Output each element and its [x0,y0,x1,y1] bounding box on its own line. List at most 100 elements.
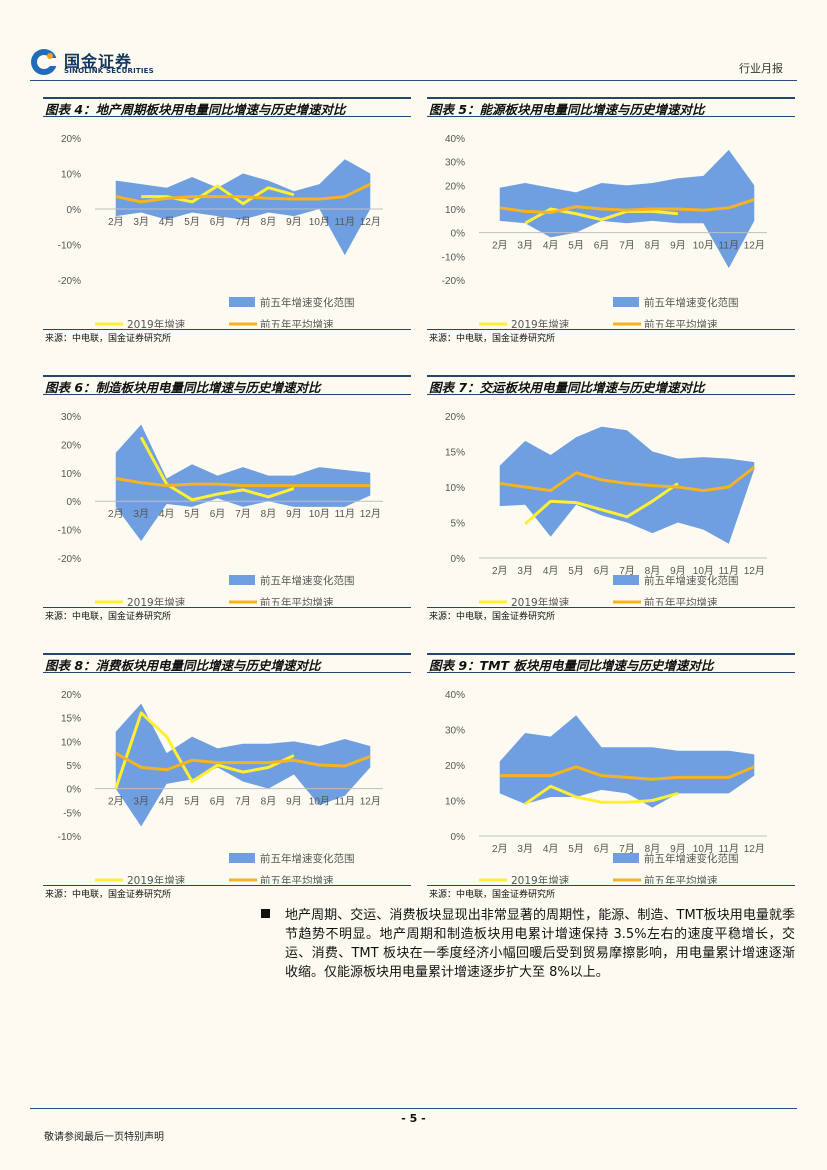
y-tick-label: 40% [445,690,465,701]
summary-text: 地产周期、交运、消费板块显现出非常显著的周期性，能源、制造、TMT板块用电量就季… [285,908,795,980]
x-tick-label: 3月 [517,843,533,855]
chart-svg: 40% 30% 20% 10% 0% 2月 3月 4月 5月 6月 7月 8月 9月 10月 11月 12月前… [445,690,767,884]
y-tick-label: 5% [67,761,82,772]
y-tick-label: 30% [61,412,81,423]
chart-svg: 20% 15% 10% 5% 0% -5% -10% 2月 3月 4月 5月 6月 7月 8月 9月 10月 1… [58,690,383,884]
range-band [499,426,755,544]
x-tick-label: 11月 [719,843,739,855]
x-tick-label: 10月 [309,508,330,520]
x-tick-label: 11月 [719,240,739,252]
logo-en-text: SINOLINK SECURITIES [64,67,154,75]
y-tick-label: 20% [61,690,81,701]
x-tick-label: 5月 [184,796,200,808]
legend-band-swatch [613,297,639,307]
y-tick-label: 30% [445,158,465,169]
x-tick-label: 2月 [108,216,124,228]
x-tick-label: 5月 [568,565,584,577]
x-tick-label: 12月 [744,565,765,577]
series-2019-line [524,482,679,526]
legend-avg-label: 前五年平均增速 [644,596,718,606]
y-tick-label: -10% [58,526,81,537]
y-tick-label: 5% [451,519,466,530]
x-tick-label: 11月 [335,796,355,808]
legend-band-swatch [613,853,639,863]
bullet-square-icon [261,909,270,918]
legend-2019-label: 2019年增速 [127,318,186,328]
logo-cn-text: 国金证券 [64,52,133,71]
chart-svg: 20% 10% 0% -10% -20% 2月 3月 4月 5月 6月 7月 8月 9月 10月 11月 12… [58,134,383,328]
legend-avg-label: 前五年平均增速 [260,596,334,606]
chart-source: 来源：中电联，国金证券研究所 [427,329,795,347]
x-tick-label: 4月 [543,565,559,577]
y-tick-label: 10% [61,170,81,181]
range-band [115,424,371,541]
y-tick-label: 30% [445,726,465,737]
x-tick-label: 2月 [492,565,508,577]
chart-panel: 图表 9：TMT 板块用电量同比增速与历史增速对比 40% 30% 20% 10% 0%… [427,653,795,909]
x-tick-label: 12月 [360,508,381,520]
x-tick-label: 9月 [286,796,302,808]
x-tick-label: 10月 [693,565,714,577]
y-tick-label: 15% [61,714,81,725]
y-tick-label: 15% [445,448,465,459]
y-tick-label: 10% [445,797,465,808]
legend-2019-label: 2019年增速 [511,318,570,328]
x-tick-label: 7月 [619,565,635,577]
y-tick-label: 0% [67,497,82,508]
x-tick-label: 6月 [594,565,610,577]
chart-title: 图表 8：消费板块用电量同比增速与历史增速对比 [43,653,411,673]
x-tick-label: 12月 [744,843,765,855]
range-band [115,159,371,256]
x-tick-label: 11月 [719,565,739,577]
series-avg-line [499,465,756,493]
y-tick-label: 10% [61,737,81,748]
series-avg-line [499,198,755,215]
header-divider [30,80,797,81]
y-tick-label: -10% [442,252,465,263]
y-tick-label: -20% [58,554,81,565]
x-tick-label: 4月 [543,240,559,252]
footer-divider [30,1108,797,1109]
chart-title: 图表 9：TMT 板块用电量同比增速与历史增速对比 [427,653,795,673]
y-tick-label: -20% [442,276,465,287]
series-2019-line [141,184,295,206]
y-tick-label: 0% [67,785,82,796]
chart-source: 来源：中电联，国金证券研究所 [43,329,411,347]
x-tick-label: 8月 [261,216,277,228]
x-tick-label: 4月 [159,216,175,228]
y-tick-label: -10% [58,241,81,252]
chart-title: 图表 6：制造板块用电量同比增速与历史增速对比 [43,375,411,395]
x-tick-label: 9月 [286,216,302,228]
x-tick-label: 8月 [645,565,661,577]
y-tick-label: 10% [61,469,81,480]
logo-mark-icon [31,49,58,75]
legend-avg-label: 前五年平均增速 [644,318,718,328]
legend-band-swatch [613,575,639,585]
y-tick-label: 20% [445,761,465,772]
x-tick-label: 7月 [619,843,635,855]
x-tick-label: 9月 [670,843,686,855]
series-avg-line [499,765,755,781]
range-band [115,703,371,827]
series-2019-line [114,711,295,790]
x-tick-label: 7月 [235,216,251,228]
x-tick-label: 3月 [517,240,533,252]
x-tick-label: 2月 [108,796,124,808]
x-tick-label: 5月 [568,843,584,855]
chart-source: 来源：中电联，国金证券研究所 [427,885,795,903]
x-tick-label: 10月 [693,240,714,252]
x-tick-label: 6月 [210,216,226,228]
x-tick-label: 4月 [159,796,175,808]
chart-source: 来源：中电联，国金证券研究所 [43,607,411,625]
series-2019-line [524,207,679,225]
chart-source: 来源：中电联，国金证券研究所 [43,885,411,903]
chart-svg: 20% 15% 10% 5% 0% 2月 3月 4月 5月 6月 7月 8月 9月 10月 11月 12月前五… [445,412,767,606]
legend-avg-label: 前五年平均增速 [260,318,334,328]
x-tick-label: 5月 [568,240,584,252]
legend-band-label: 前五年增速变化范围 [644,296,739,309]
series-avg-line [114,751,371,772]
y-tick-label: -5% [63,808,81,819]
x-tick-label: 6月 [594,240,610,252]
legend-avg-label: 前五年平均增速 [644,874,718,884]
chart-svg: 30% 20% 10% 0% -10% -20% 2月 3月 4月 5月 6月 7月 8月 9月 10月 11… [58,412,383,606]
